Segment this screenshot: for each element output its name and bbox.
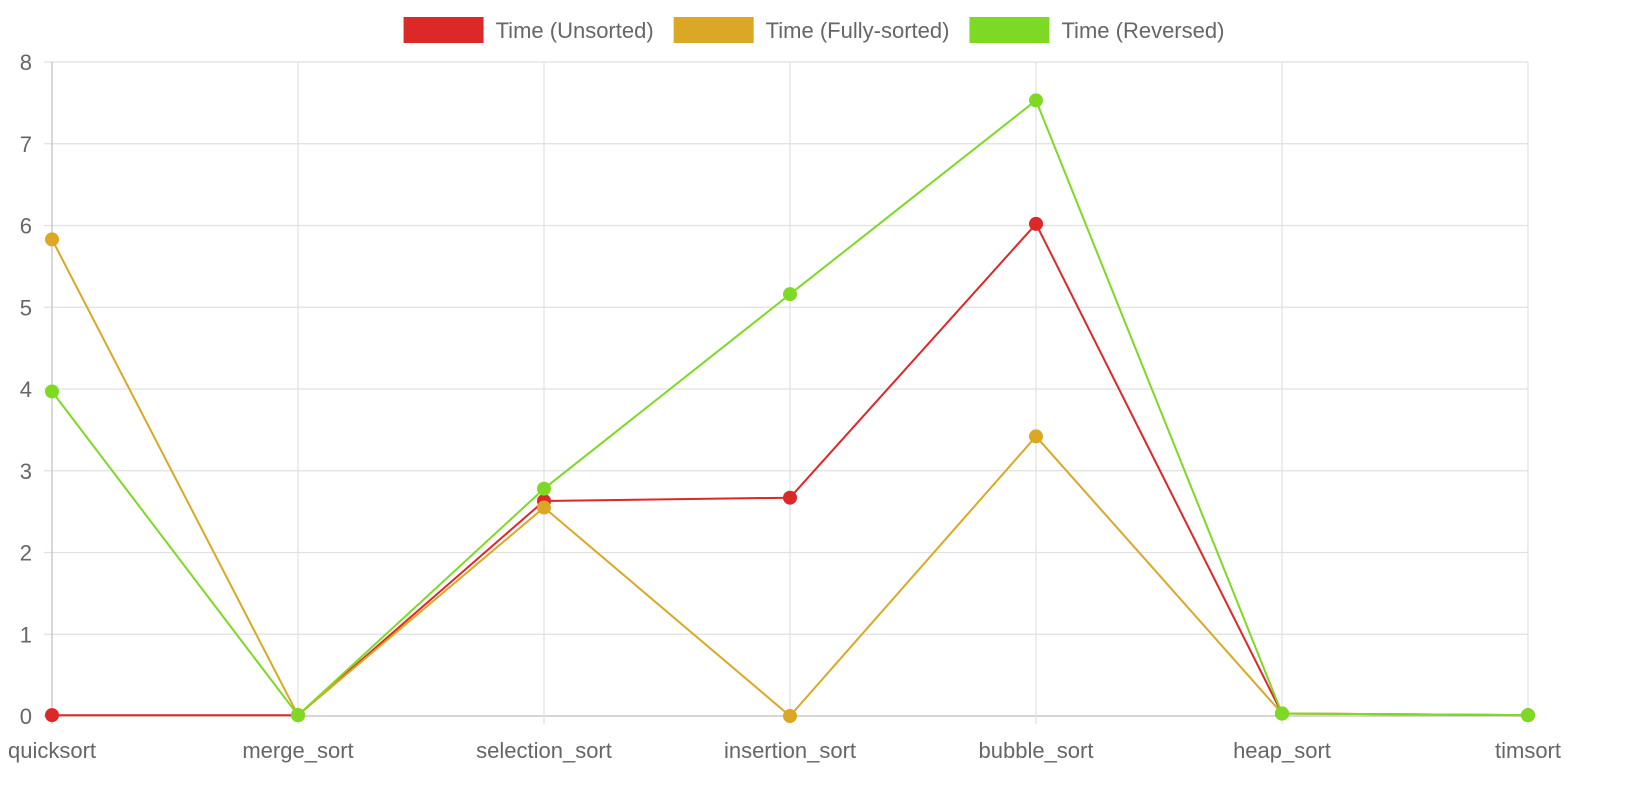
y-tick-label: 8: [20, 50, 32, 75]
legend-item[interactable]: Time (Unsorted): [403, 17, 654, 43]
legend: Time (Unsorted) Time (Fully-sorted) Time (…: [403, 17, 1224, 43]
y-tick-label: 6: [20, 214, 32, 239]
y-tick-label: 1: [20, 622, 32, 647]
x-tick-label: insertion_sort: [724, 738, 856, 763]
y-tick-label: 4: [20, 377, 32, 402]
x-tick-label: timsort: [1495, 738, 1561, 763]
legend-swatch: [673, 17, 754, 43]
data-point[interactable]: [45, 708, 59, 723]
legend-swatch: [403, 17, 484, 43]
y-tick-label: 5: [20, 295, 32, 320]
data-point[interactable]: [45, 384, 59, 399]
data-point[interactable]: [1521, 708, 1535, 723]
x-tick-label: heap_sort: [1233, 738, 1331, 763]
legend-label: Time (Fully-sorted): [766, 18, 950, 43]
series-group: [45, 93, 1535, 723]
data-point[interactable]: [1029, 429, 1043, 444]
data-point[interactable]: [1275, 706, 1289, 721]
legend-item[interactable]: Time (Fully-sorted): [673, 17, 950, 43]
data-point[interactable]: [1029, 93, 1043, 108]
axes: 0 1 2 3 4 5 6 7 8 quicksort merge_sort selection_so…: [8, 50, 1561, 763]
legend-label: Time (Unsorted): [496, 18, 654, 43]
legend-label: Time (Reversed): [1061, 18, 1224, 43]
data-point[interactable]: [45, 232, 59, 247]
y-tick-label: 7: [20, 132, 32, 157]
y-tick-label: 3: [20, 459, 32, 484]
data-point[interactable]: [537, 481, 551, 496]
data-point[interactable]: [537, 500, 551, 515]
y-tick-label: 0: [20, 704, 32, 729]
x-tick-label: merge_sort: [242, 738, 353, 763]
series-2: [45, 93, 1535, 723]
data-point[interactable]: [1029, 216, 1043, 231]
data-point[interactable]: [783, 709, 797, 723]
x-tick-label: bubble_sort: [979, 738, 1094, 763]
y-tick-label: 2: [20, 541, 32, 566]
x-tick-label: selection_sort: [476, 738, 612, 763]
data-point[interactable]: [783, 287, 797, 302]
grid: [44, 61, 1529, 724]
data-point[interactable]: [783, 490, 797, 505]
legend-swatch: [969, 17, 1050, 43]
x-tick-label: quicksort: [8, 738, 96, 763]
legend-item[interactable]: Time (Reversed): [969, 17, 1224, 43]
data-point[interactable]: [291, 708, 305, 723]
